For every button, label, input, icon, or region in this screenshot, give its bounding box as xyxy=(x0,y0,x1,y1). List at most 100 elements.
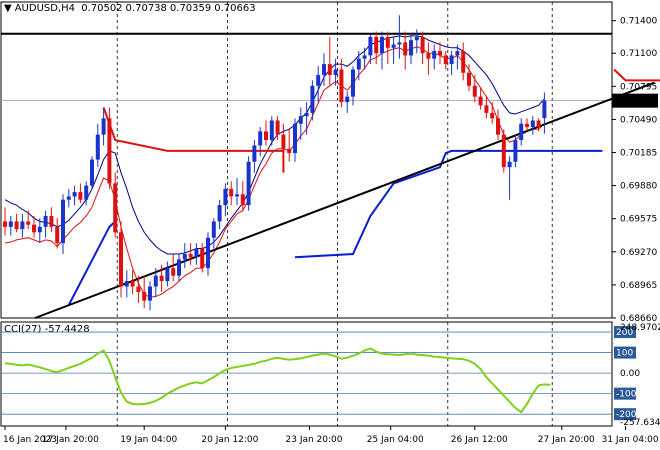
candle-body xyxy=(496,118,500,135)
candle-body xyxy=(84,185,89,200)
candle-body xyxy=(130,281,135,287)
low-value: 0.70359 xyxy=(169,3,212,14)
candle xyxy=(188,243,193,265)
close-value: 0.70663 xyxy=(214,3,256,14)
dropdown-marker-icon[interactable]: ▼ xyxy=(4,3,12,14)
candle-body xyxy=(177,259,181,276)
candle-body xyxy=(455,51,460,56)
candle-body xyxy=(293,123,297,154)
candle xyxy=(507,156,512,200)
candle xyxy=(362,47,367,70)
candle xyxy=(426,42,431,75)
candle xyxy=(298,107,303,141)
price-tick-label: 0.69880 xyxy=(620,182,657,192)
inner-band-line xyxy=(4,46,545,298)
candle xyxy=(525,118,529,132)
candle xyxy=(14,213,19,233)
price-panel-frame xyxy=(0,1,613,319)
cci-line xyxy=(4,347,551,414)
candle xyxy=(496,109,500,141)
candle xyxy=(8,216,13,236)
candle-body xyxy=(107,118,112,184)
candle xyxy=(78,183,83,203)
price-tick-label: 0.68660 xyxy=(620,314,657,324)
current-price-label: 0.70663 xyxy=(616,97,653,107)
candle-body xyxy=(200,248,205,269)
bull-stop-line xyxy=(294,149,603,259)
candle xyxy=(200,243,205,273)
candle xyxy=(519,118,524,146)
candle-body xyxy=(229,188,234,197)
candle xyxy=(351,66,355,106)
candle xyxy=(229,181,234,206)
candle xyxy=(409,33,413,65)
candle xyxy=(72,185,77,206)
candle-body xyxy=(61,199,65,244)
candle xyxy=(37,218,42,244)
price-tick-label: 0.70185 xyxy=(620,149,657,159)
candle-body xyxy=(258,131,263,146)
price-tick-label: 0.69575 xyxy=(620,215,657,225)
candle xyxy=(356,51,361,81)
candle-body xyxy=(113,183,118,233)
candle xyxy=(124,270,129,298)
candle-body xyxy=(380,36,384,54)
candle xyxy=(530,116,535,135)
candle xyxy=(32,216,36,238)
candle xyxy=(252,140,257,173)
candle xyxy=(467,64,471,92)
bear-stop-line xyxy=(613,68,660,82)
candle xyxy=(148,281,152,311)
candle-body xyxy=(339,69,344,103)
candle xyxy=(432,44,437,70)
candle-body xyxy=(14,221,19,230)
candle-body xyxy=(409,40,413,56)
cci-level-box xyxy=(614,408,636,421)
price-tick-label: 0.69270 xyxy=(620,248,657,258)
candle-body xyxy=(165,268,170,282)
chart-header: ▼ AUDUSD,H4 0.70502 0.70738 0.70359 0.70663 xyxy=(4,3,259,14)
candle xyxy=(171,253,176,282)
high-value: 0.70738 xyxy=(125,3,167,14)
candle-body xyxy=(472,85,477,97)
candle xyxy=(142,275,147,309)
candle-body xyxy=(397,42,402,45)
candle xyxy=(501,129,506,173)
candle-body xyxy=(235,194,239,197)
candle-body xyxy=(449,55,454,65)
candle xyxy=(461,42,466,81)
candle-body xyxy=(171,268,176,276)
date-tick-label: 16 Jan 2023 xyxy=(3,435,57,445)
candle-body xyxy=(374,36,379,54)
date-tick-label: 27 Jan 20:00 xyxy=(538,435,595,445)
candle xyxy=(43,210,48,238)
candle-body xyxy=(391,44,396,48)
candle xyxy=(542,92,547,134)
candle-body xyxy=(356,58,361,70)
cci-panel-frame xyxy=(0,321,613,427)
candle xyxy=(472,74,477,103)
candle xyxy=(153,268,158,298)
candle xyxy=(55,218,60,249)
candle-body xyxy=(403,42,408,56)
candle-body xyxy=(182,253,187,260)
candle-body xyxy=(37,226,42,233)
candle-body xyxy=(26,221,31,225)
candle-body xyxy=(206,237,210,269)
cci-level-label: 0.00 xyxy=(620,369,640,379)
candle xyxy=(20,213,25,238)
candle-body xyxy=(542,100,547,119)
candle xyxy=(130,270,135,295)
candle-body xyxy=(368,36,373,56)
candle xyxy=(322,53,326,86)
candle xyxy=(159,264,164,292)
candle-body xyxy=(461,51,466,73)
candle-body xyxy=(438,51,442,56)
candle xyxy=(333,58,338,86)
candle-body xyxy=(467,72,471,86)
cci-min-label: -257.634 xyxy=(620,418,660,428)
date-tick-label: 23 Jan 20:00 xyxy=(286,435,343,445)
candle-body xyxy=(490,112,495,119)
candle xyxy=(310,80,315,121)
